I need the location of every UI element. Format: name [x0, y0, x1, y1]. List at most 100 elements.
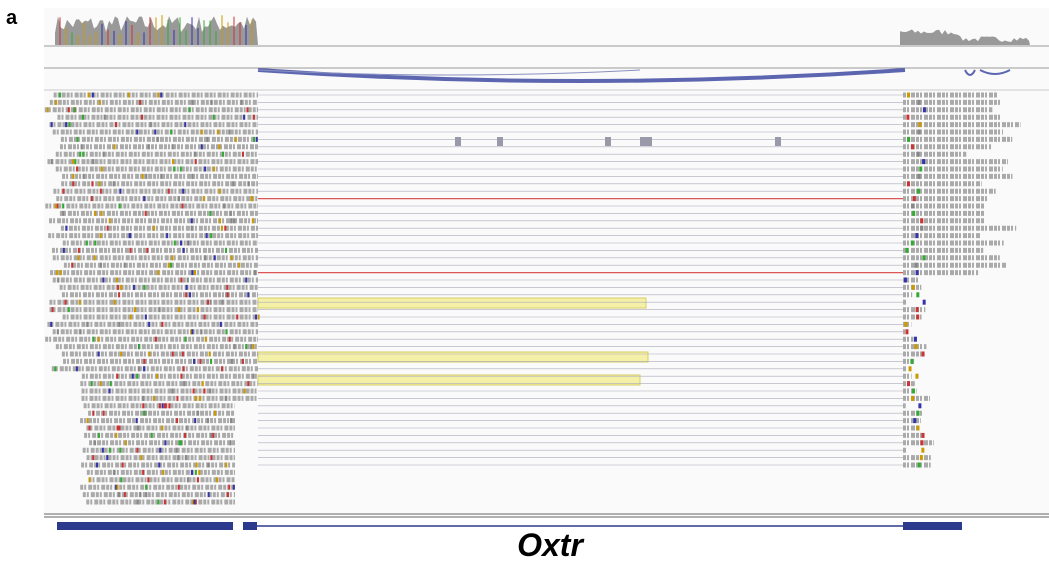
read-mismatch — [913, 418, 916, 423]
read-mismatch — [72, 181, 74, 186]
read-mismatch — [92, 337, 94, 342]
read-mismatch — [57, 329, 59, 334]
read-mismatch — [140, 455, 142, 460]
read-mismatch — [225, 329, 227, 334]
read-mismatch — [918, 403, 921, 408]
read-mismatch — [245, 278, 247, 283]
read-mismatch — [161, 426, 163, 431]
gene-exon — [243, 522, 257, 530]
read-mismatch — [154, 130, 156, 135]
read-fragment — [497, 137, 503, 146]
read-mismatch — [914, 337, 917, 342]
read-mismatch — [82, 152, 84, 157]
read-mismatch — [51, 159, 53, 164]
read-mismatch — [74, 159, 76, 164]
read-mismatch — [214, 411, 216, 416]
read-mismatch — [62, 204, 64, 209]
read-mismatch — [219, 189, 221, 194]
read-mismatch — [204, 167, 206, 172]
read-mismatch — [907, 381, 910, 386]
read-mismatch — [187, 241, 189, 246]
read-mismatch — [65, 300, 67, 305]
read-mismatch — [66, 226, 68, 231]
read-mismatch — [232, 181, 234, 186]
read-mismatch — [225, 463, 227, 468]
read-mismatch — [52, 307, 54, 312]
read-mismatch — [918, 463, 921, 468]
read-mismatch — [176, 448, 178, 453]
read-mismatch — [204, 255, 206, 260]
read-mismatch — [210, 359, 212, 364]
read-fragment — [605, 137, 611, 146]
read-mismatch — [174, 241, 176, 246]
read-mismatch — [907, 181, 910, 186]
read-mismatch — [116, 278, 118, 283]
read-mismatch — [92, 181, 94, 186]
read-mismatch — [185, 292, 187, 297]
read-mismatch — [77, 137, 79, 142]
read-mismatch — [196, 463, 198, 468]
read-mismatch — [79, 152, 81, 157]
read-mismatch — [191, 270, 193, 275]
read-mismatch — [235, 137, 237, 142]
read-mismatch — [214, 255, 216, 260]
read-mismatch — [218, 144, 220, 149]
read-mismatch — [109, 389, 111, 394]
read-mismatch — [207, 418, 209, 423]
read-mismatch — [63, 248, 65, 253]
read-mismatch — [143, 285, 145, 290]
read-mismatch — [191, 174, 193, 179]
read-mismatch — [47, 107, 49, 112]
read-mismatch — [92, 455, 94, 460]
read-mismatch — [132, 374, 134, 379]
read-mismatch — [88, 93, 90, 98]
read-mismatch — [187, 477, 189, 482]
read-mismatch — [203, 196, 205, 201]
read-mismatch — [56, 270, 58, 275]
read-mismatch — [216, 477, 218, 482]
read-mismatch — [57, 278, 59, 283]
read-mismatch — [250, 196, 252, 201]
read-mismatch — [231, 359, 233, 364]
read-mismatch — [217, 130, 219, 135]
read-mismatch — [145, 211, 147, 216]
read-mismatch — [137, 500, 139, 505]
read-mismatch — [133, 285, 135, 290]
read-mismatch — [178, 196, 180, 201]
read-mismatch — [210, 433, 212, 438]
read-mismatch — [910, 359, 913, 364]
read-mismatch — [120, 477, 122, 482]
read-mismatch — [101, 211, 103, 216]
read-mismatch — [209, 352, 211, 357]
read-mismatch — [191, 226, 193, 231]
read-mismatch — [151, 433, 153, 438]
read-mismatch — [922, 433, 925, 438]
read-mismatch — [230, 418, 232, 423]
read-fragment — [455, 137, 461, 146]
read-mismatch — [92, 159, 94, 164]
read-mismatch — [919, 167, 922, 172]
read-mismatch — [68, 107, 70, 112]
read-mismatch — [94, 241, 96, 246]
read-mismatch — [254, 270, 256, 275]
read-mismatch — [912, 389, 915, 394]
read-mismatch — [170, 263, 172, 268]
read-mismatch — [184, 337, 186, 342]
read-mismatch — [181, 204, 183, 209]
read-mismatch — [118, 492, 120, 497]
read-mismatch — [213, 115, 215, 120]
read-mismatch — [225, 248, 227, 253]
read-mismatch — [916, 270, 919, 275]
read-mismatch — [913, 196, 916, 201]
read-mismatch — [114, 144, 116, 149]
read-mismatch — [246, 107, 248, 112]
read-mismatch — [124, 492, 126, 497]
read-mismatch — [160, 174, 162, 179]
read-mismatch — [209, 211, 211, 216]
read-mismatch — [916, 315, 919, 320]
read-mismatch — [171, 255, 173, 260]
read-mismatch — [145, 315, 147, 320]
panel-label: a — [6, 7, 18, 29]
read-mismatch — [125, 440, 127, 445]
read-mismatch — [117, 485, 119, 490]
